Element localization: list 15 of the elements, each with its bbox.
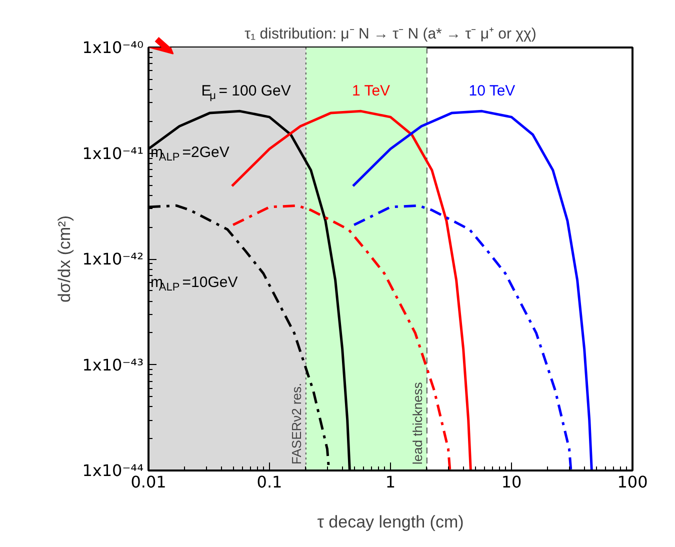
y-tick-label: 1x10⁻⁴³ [82,355,144,374]
ref-line-label: FASERν2 res. [288,382,304,464]
x-tick-label: 10 [501,472,522,492]
x-tick-label: 1 [385,472,396,492]
x-tick-label: 100 [617,472,648,492]
ref-line-label: lead thickness [410,382,425,464]
y-tick-label: 1x10⁻⁴² [82,250,144,268]
y-tick-label: 1x10⁻⁴⁰ [82,38,144,57]
x-tick-label: 0.1 [256,472,282,492]
x-axis-title: τ decay length (cm) [317,512,464,532]
series-label: 10 TeV [468,82,516,100]
y-tick-label: 1x10⁻⁴¹ [82,144,144,163]
chart-title: τ₁ distribution: μ⁻ N → τ⁻ N (a* → τ⁻ μ⁺ or χχ) [244,26,536,42]
y-axis-title: dσ/dx (cm²) [55,215,74,302]
series-label: 1 TeV [352,82,390,100]
